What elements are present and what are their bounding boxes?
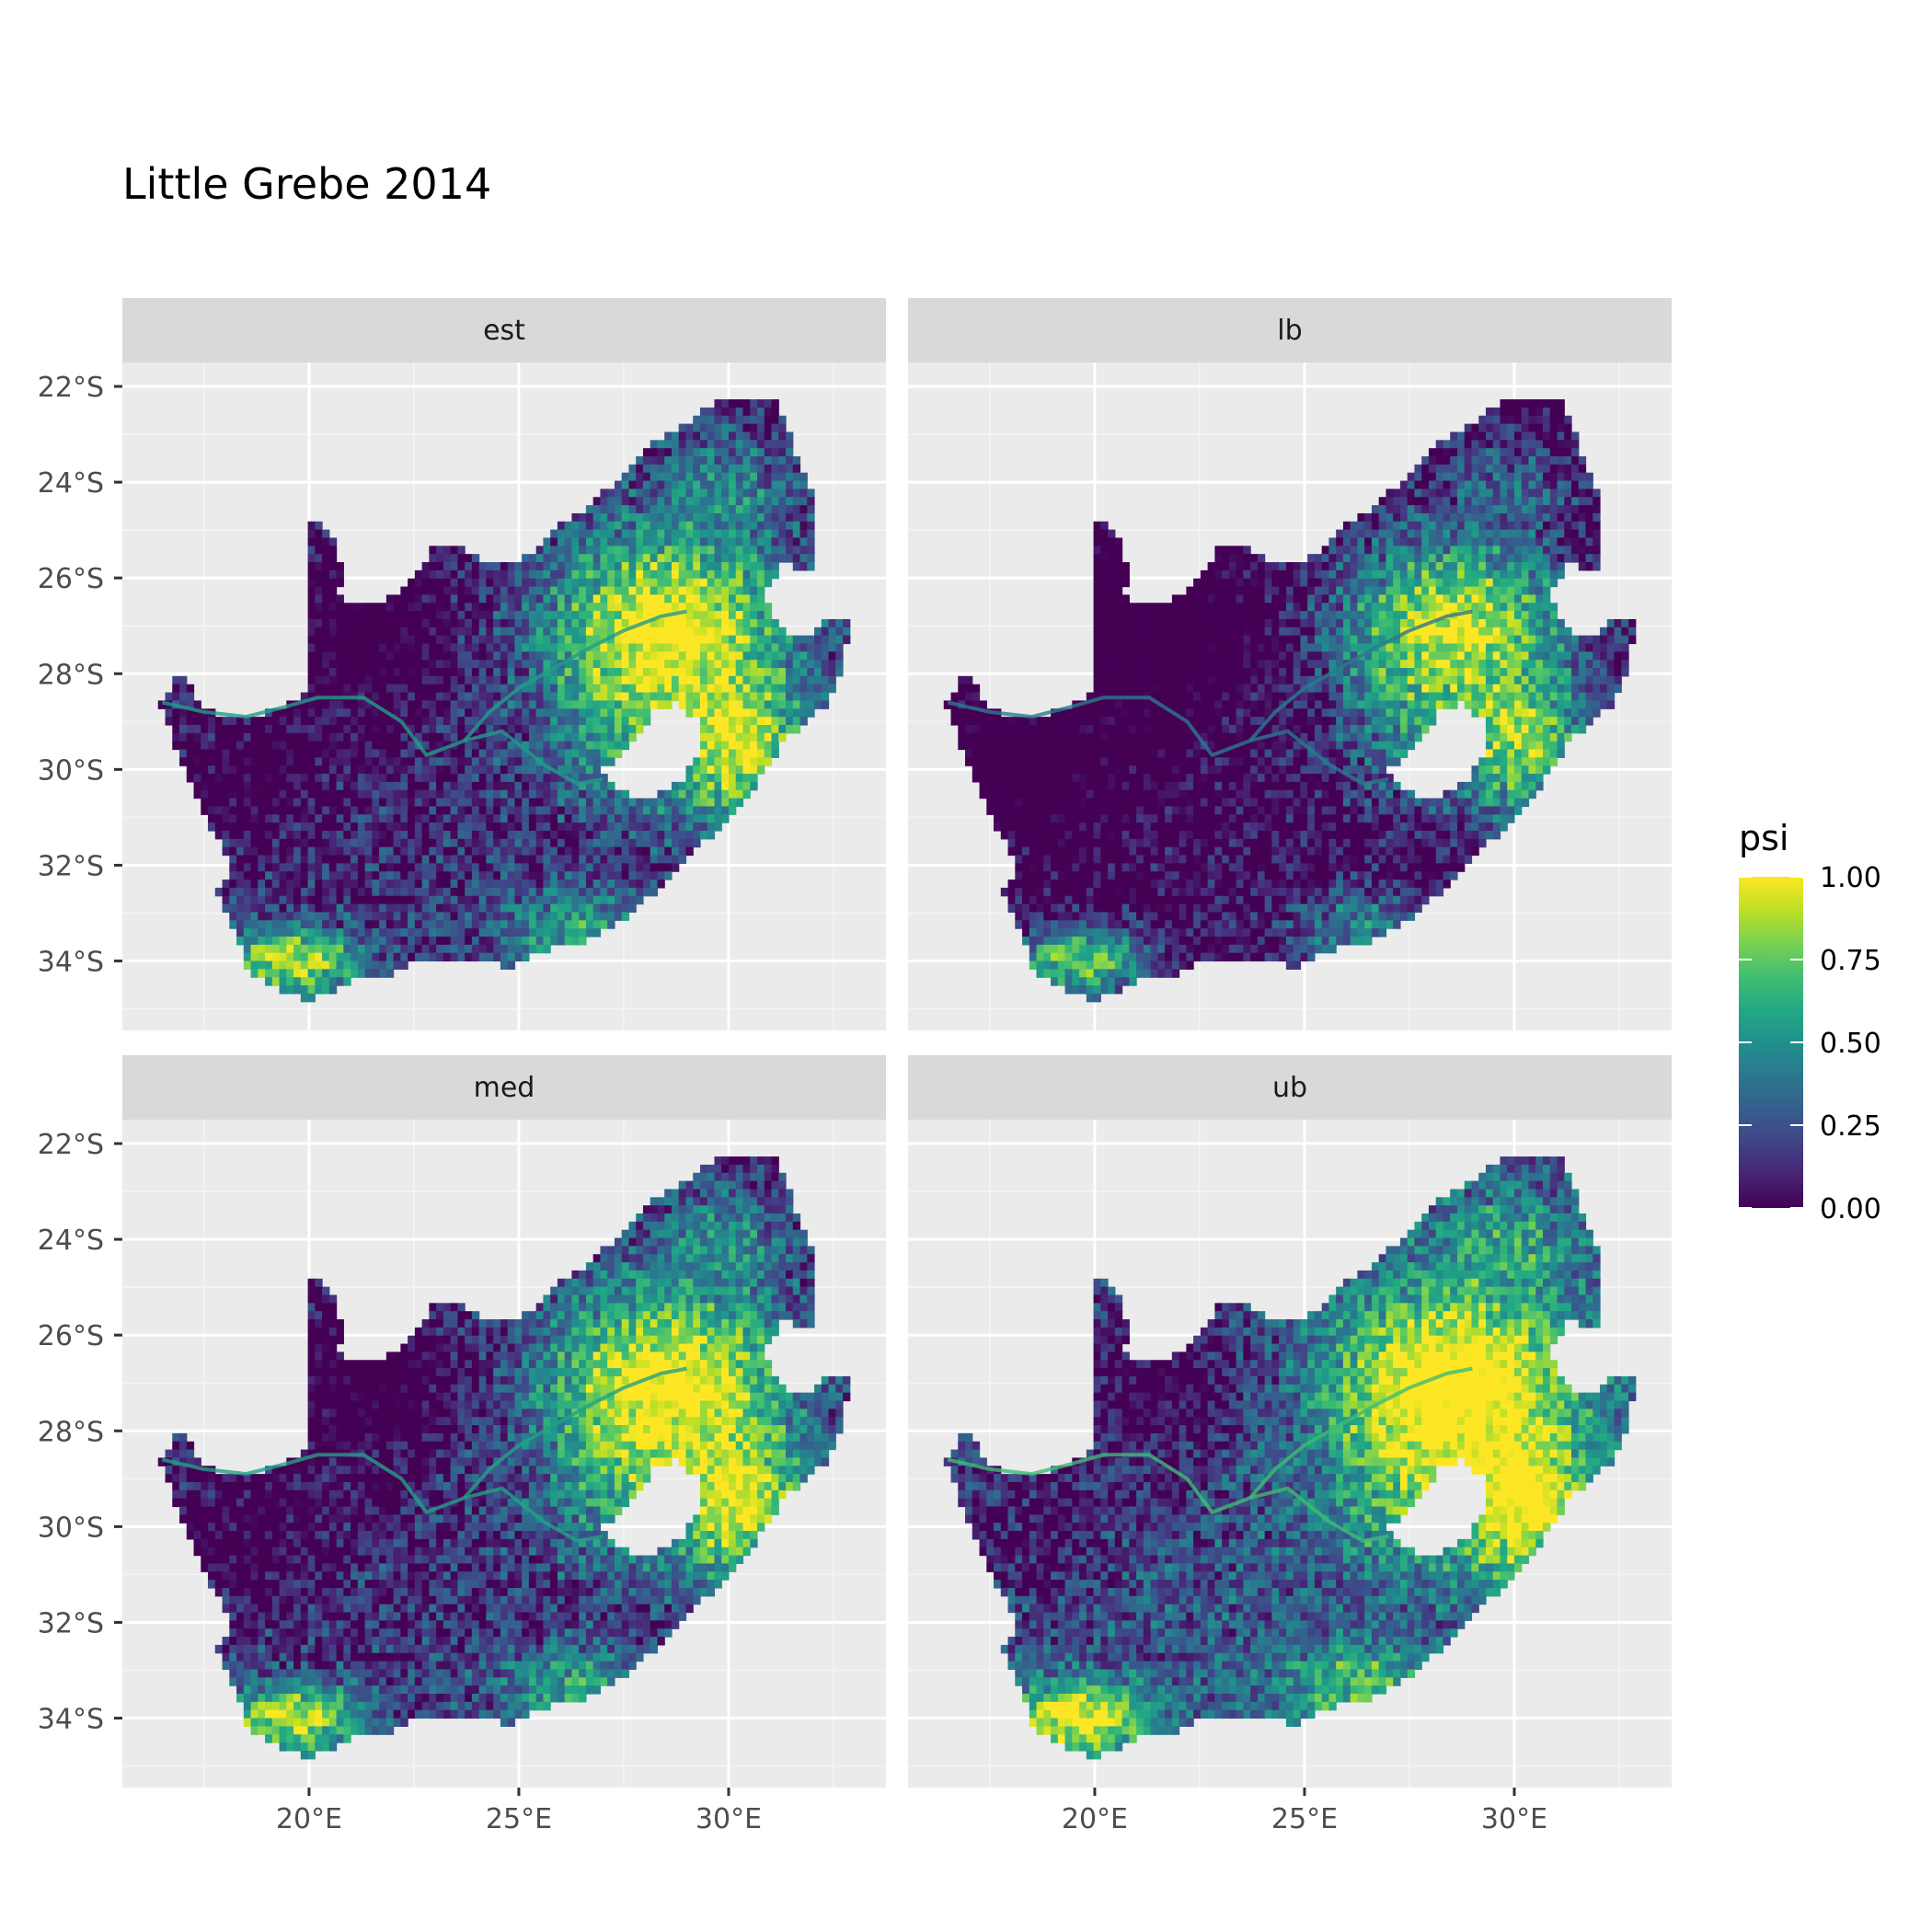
river-line (947, 696, 1389, 787)
y-tick-label: 32°S (38, 1607, 104, 1639)
river-line (161, 696, 604, 787)
river-line (947, 1453, 1389, 1544)
chart-title: Little Grebe 2014 (122, 159, 491, 209)
y-tick-label: 30°S (38, 754, 104, 787)
x-tick-label: 25°E (1271, 1803, 1338, 1835)
y-tick-label: 34°S (38, 947, 104, 979)
legend-label: 0.00 (1820, 1193, 1881, 1225)
x-tick-label: 20°E (276, 1803, 342, 1835)
facet-panel-ub: ub 20°E 25°E 30°E (908, 1055, 1672, 1835)
x-tick-label: 20°E (1062, 1803, 1128, 1835)
legend-label: 0.25 (1820, 1110, 1881, 1143)
facet-strip (908, 298, 1672, 362)
psi-raster (943, 399, 1637, 1003)
y-tick-label: 24°S (38, 467, 104, 500)
x-tick-label: 25°E (486, 1803, 552, 1835)
y-tick-label: 26°S (38, 563, 104, 595)
y-tick-label: 28°S (38, 1416, 104, 1448)
facet-strip-label: est (483, 315, 525, 347)
psi-raster (157, 399, 851, 1003)
river-line (463, 1366, 687, 1500)
y-tick-label: 26°S (38, 1320, 104, 1352)
facet-panel-est: est 22°S 24°S 26°S 28°S 30°S 32°S 34°S (38, 298, 886, 1030)
facet-strip-label: ub (1272, 1072, 1307, 1104)
facet-strip-label: med (474, 1072, 535, 1104)
legend-label: 0.75 (1820, 945, 1881, 977)
facet-panel-med: med 20°E 25°E 30°E 22°S 24°S 26°S 28°S 30°S 32°S 3… (38, 1055, 886, 1835)
y-tick-label: 22°S (38, 372, 104, 404)
river-line (161, 1453, 604, 1544)
facet-strip (908, 1055, 1672, 1120)
y-tick-label: 34°S (38, 1704, 104, 1736)
psi-raster (157, 1156, 851, 1760)
facet-strip (122, 298, 886, 362)
river-line (463, 609, 687, 742)
y-tick-label: 22°S (38, 1129, 104, 1161)
x-tick-label: 30°E (1481, 1803, 1547, 1835)
facet-panels: est 22°S 24°S 26°S 28°S 30°S 32°S 34°S lb med 20°E… (38, 298, 1672, 1835)
legend: psi 1.00 0.75 0.50 0.25 0.00 (1739, 818, 1881, 1225)
river-line (1248, 609, 1473, 742)
river-line (1248, 1366, 1473, 1500)
x-tick-label: 30°E (696, 1803, 762, 1835)
y-tick-label: 24°S (38, 1225, 104, 1257)
y-tick-label: 32°S (38, 850, 104, 882)
y-tick-label: 28°S (38, 659, 104, 691)
facet-strip (122, 1055, 886, 1120)
y-tick-label: 30°S (38, 1512, 104, 1544)
legend-title: psi (1739, 818, 1788, 858)
legend-label: 1.00 (1820, 862, 1881, 894)
legend-label: 0.50 (1820, 1028, 1881, 1060)
facet-panel-lb: lb (908, 298, 1672, 1030)
facet-strip-label: lb (1277, 315, 1302, 347)
